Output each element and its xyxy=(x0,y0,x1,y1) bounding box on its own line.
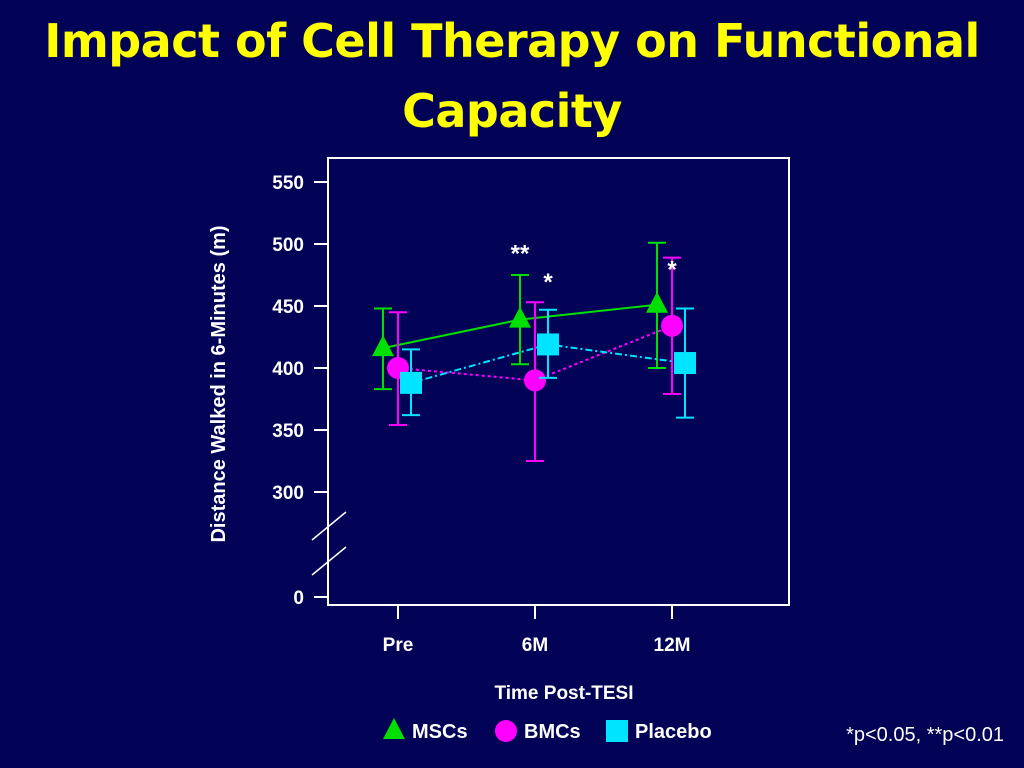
data-point xyxy=(537,333,559,356)
x-tick-label: 6M xyxy=(522,635,548,656)
significance-marker: * xyxy=(543,269,553,296)
x-axis-title: Time Post-TESI xyxy=(494,683,633,704)
series-mscs xyxy=(372,241,668,391)
data-point xyxy=(646,291,668,313)
y-tick-label: 350 xyxy=(272,421,304,442)
y-tick-label: 0 xyxy=(293,588,304,609)
data-point xyxy=(661,314,683,337)
series-line xyxy=(397,324,673,382)
series-bmcs xyxy=(387,256,683,462)
x-tick-label: 12M xyxy=(654,635,691,656)
significance-marker: ** xyxy=(511,240,530,267)
legend-label: MSCs xyxy=(412,721,468,743)
y-axis-title: Distance Walked in 6-Minutes (m) xyxy=(208,225,230,542)
y-tick-label: 400 xyxy=(272,359,304,380)
slide-title: Impact of Cell Therapy on Functional Cap… xyxy=(0,6,1024,146)
significance-marker: * xyxy=(667,257,677,284)
data-point xyxy=(400,371,422,394)
data-point xyxy=(372,335,394,357)
legend-marker xyxy=(606,720,628,742)
data-point xyxy=(674,352,696,375)
x-tick-label: Pre xyxy=(383,635,414,656)
series-placebo xyxy=(400,307,696,419)
data-point xyxy=(509,306,531,328)
series-line xyxy=(410,343,686,384)
plot-frame xyxy=(327,157,790,606)
title-line-1: Impact of Cell Therapy on Functional xyxy=(44,14,980,68)
y-tick-label: 550 xyxy=(272,173,304,194)
axis-break-mark xyxy=(311,546,347,576)
legend-marker xyxy=(495,720,517,742)
legend-label: BMCs xyxy=(524,721,581,743)
data-point xyxy=(524,369,546,392)
y-tick-label: 500 xyxy=(272,235,304,256)
legend: MSCs BMCs Placebo xyxy=(383,718,712,743)
axis-break-mark xyxy=(311,511,347,541)
legend-label: Placebo xyxy=(635,721,712,743)
legend-marker xyxy=(383,718,405,739)
title-line-2: Capacity xyxy=(402,84,622,138)
y-tick-label: 300 xyxy=(272,483,304,504)
y-tick-label: 450 xyxy=(272,297,304,318)
significance-footnote: *p<0.05, **p<0.01 xyxy=(846,724,1004,746)
